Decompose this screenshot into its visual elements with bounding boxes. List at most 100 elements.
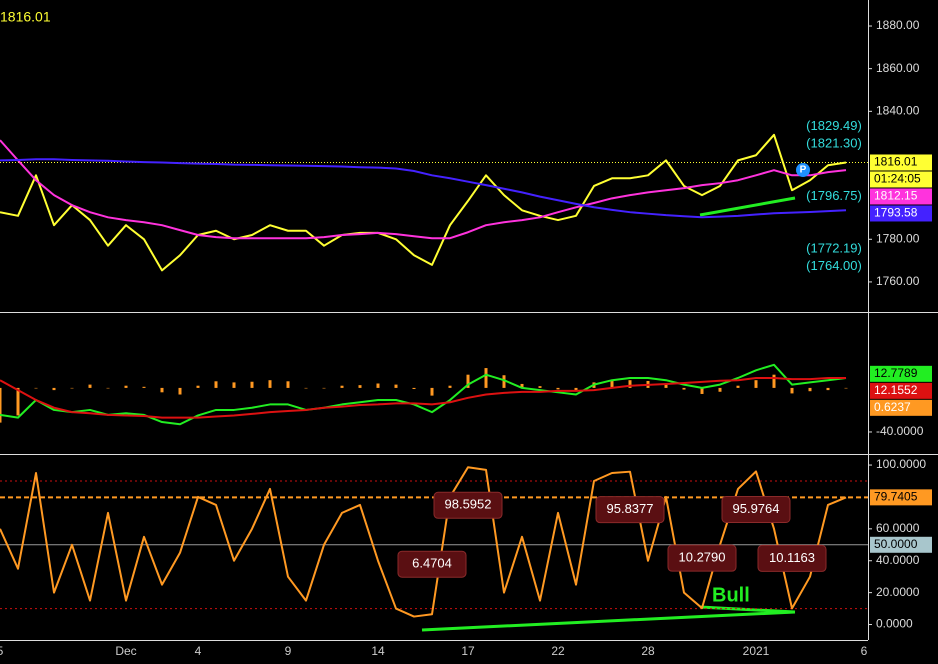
histogram-bar bbox=[700, 387, 704, 394]
histogram-bar bbox=[214, 381, 218, 388]
histogram-bar bbox=[250, 381, 254, 388]
histogram-bar bbox=[394, 384, 398, 388]
y-tick-label: 100.0000 bbox=[876, 457, 926, 471]
histogram-bar bbox=[826, 387, 830, 391]
callout-box bbox=[667, 544, 737, 572]
y-tick-label: -40.0000 bbox=[876, 424, 924, 438]
x-tick-label: 2021 bbox=[743, 644, 770, 658]
histogram-bar bbox=[574, 387, 578, 392]
callout-box bbox=[721, 495, 791, 523]
histogram-bar bbox=[448, 385, 452, 388]
callout-box bbox=[433, 491, 503, 519]
histogram-bar bbox=[340, 385, 344, 388]
level-annotation: (1764.00) bbox=[806, 258, 862, 273]
last-price: 1816.01 bbox=[0, 9, 51, 25]
value-box-label: 0.6237 bbox=[874, 400, 911, 414]
histogram-bar bbox=[430, 387, 434, 396]
histogram-bar bbox=[790, 387, 794, 394]
histogram-bar bbox=[52, 387, 56, 391]
value-box bbox=[870, 382, 932, 399]
trend-line bbox=[421, 610, 796, 632]
value-box-label: 79.7405 bbox=[874, 490, 918, 504]
level-annotation: (1796.75) bbox=[806, 188, 862, 203]
x-tick-label: 9 bbox=[285, 644, 292, 658]
histogram-bar bbox=[178, 387, 182, 395]
value-box-label: 1812.15 bbox=[874, 189, 918, 203]
bull-label: Bull bbox=[712, 584, 750, 606]
histogram-bar bbox=[0, 387, 2, 423]
histogram-bar bbox=[70, 387, 74, 389]
histogram-bar bbox=[34, 387, 38, 389]
x-tick-label: 22 bbox=[551, 644, 565, 658]
histogram-bar bbox=[610, 380, 614, 388]
histogram-bar bbox=[88, 384, 92, 388]
trend-line bbox=[699, 196, 796, 217]
x-tick-label: 4 bbox=[195, 644, 202, 658]
histogram-bar bbox=[286, 381, 290, 388]
callout-label: 98.5952 bbox=[445, 497, 492, 512]
histogram-bar bbox=[754, 380, 758, 388]
x-tick-label: 5 bbox=[0, 644, 4, 658]
histogram-bar bbox=[268, 380, 272, 388]
value-box bbox=[870, 489, 932, 506]
x-tick-label: 6 bbox=[861, 644, 868, 658]
histogram-bar bbox=[232, 382, 236, 388]
x-tick-label: 17 bbox=[461, 644, 475, 658]
series-line bbox=[0, 466, 847, 618]
value-box bbox=[870, 205, 932, 222]
series-line bbox=[0, 158, 847, 219]
histogram-bar bbox=[502, 375, 506, 388]
histogram-bar bbox=[124, 385, 128, 388]
value-box bbox=[870, 399, 932, 416]
series-line bbox=[0, 133, 847, 272]
y-tick-label: 20.0000 bbox=[876, 585, 920, 599]
value-box-label: 1816.01 bbox=[874, 155, 918, 169]
histogram-bar bbox=[196, 385, 200, 388]
histogram-bar bbox=[682, 387, 686, 390]
histogram-bar bbox=[466, 374, 470, 388]
value-box bbox=[870, 365, 932, 382]
value-box bbox=[870, 171, 932, 188]
level-annotation: (1829.49) bbox=[806, 118, 862, 133]
y-tick-label: 0.0000 bbox=[876, 617, 913, 631]
x-tick-label: 28 bbox=[641, 644, 655, 658]
value-box-label: 12.1552 bbox=[874, 383, 918, 397]
value-box-label: 12.7789 bbox=[874, 366, 918, 380]
histogram-bar bbox=[160, 387, 164, 393]
level-annotation: (1772.19) bbox=[806, 240, 862, 255]
y-tick-label: 1780.00 bbox=[876, 231, 920, 245]
callout-box bbox=[757, 544, 827, 572]
histogram-bar bbox=[358, 385, 362, 388]
histogram-bar bbox=[538, 386, 542, 388]
value-box-label: 50.0000 bbox=[874, 537, 918, 551]
y-tick-label: 60.0000 bbox=[876, 521, 920, 535]
histogram-bar bbox=[16, 387, 20, 416]
trend-line bbox=[699, 605, 796, 614]
value-box bbox=[870, 188, 932, 205]
y-tick-label: 1840.00 bbox=[876, 103, 920, 117]
histogram-bar bbox=[322, 387, 326, 389]
histogram-bar bbox=[844, 387, 848, 389]
series-line bbox=[0, 363, 847, 426]
histogram-bar bbox=[484, 368, 488, 388]
histogram-bar bbox=[628, 380, 632, 388]
histogram-bar bbox=[142, 386, 146, 388]
callout-label: 95.9764 bbox=[733, 501, 780, 516]
value-box-label: 1793.58 bbox=[874, 206, 918, 220]
histogram-bar bbox=[520, 383, 524, 388]
histogram-bar bbox=[808, 387, 812, 392]
y-tick-label: 1860.00 bbox=[876, 61, 920, 75]
histogram-bar bbox=[376, 383, 380, 388]
value-box bbox=[870, 536, 932, 553]
histogram-bar bbox=[718, 387, 722, 392]
level-annotation: (1821.30) bbox=[806, 136, 862, 151]
callout-label: 10.2790 bbox=[679, 550, 726, 565]
histogram-bar bbox=[304, 387, 308, 389]
x-tick-label: Dec bbox=[115, 644, 136, 658]
callout-label: 95.8377 bbox=[607, 501, 654, 516]
x-tick-label: 14 bbox=[371, 644, 385, 658]
histogram-bar bbox=[772, 374, 776, 388]
callout-box bbox=[595, 496, 665, 524]
